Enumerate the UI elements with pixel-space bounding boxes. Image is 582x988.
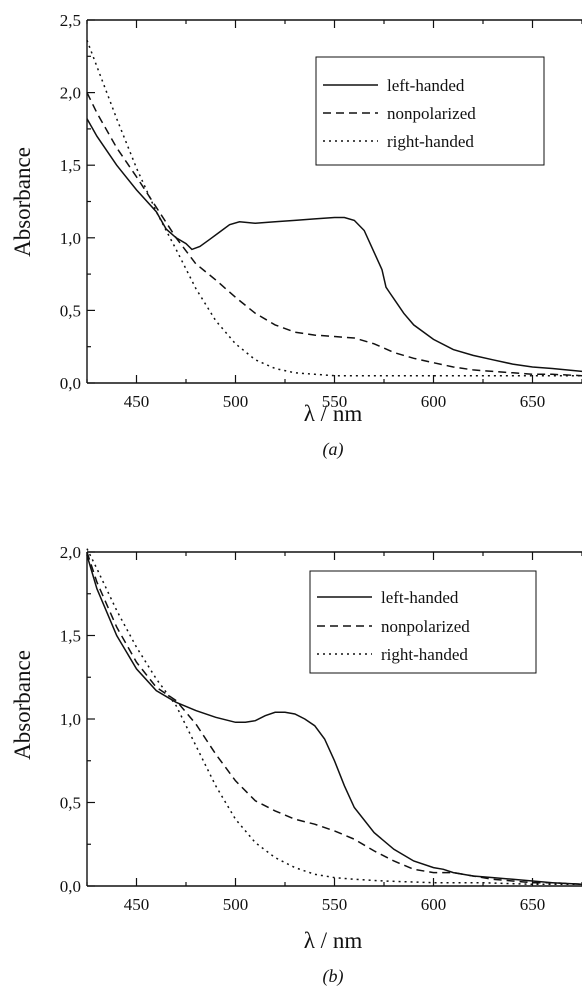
panel-b-legend-label-left-handed: left-handed: [381, 588, 459, 607]
panel-a-chart: 450 500 550 600 650 0,0 0,5 1,0 1,5 2,0 2,5 Absorb…: [10, 11, 582, 460]
panel-a-y-tick-label: 0,0: [60, 374, 81, 393]
panel-b-caption: (b): [323, 966, 344, 987]
panel-a-legend-box: [315, 56, 545, 166]
panel-b-y-tick-label: 1,5: [60, 627, 81, 646]
panel-b-legend: left-handed nonpolarized right-handed: [309, 570, 537, 674]
panel-a-y-tick-label: 2,5: [60, 11, 81, 30]
panel-b-legend-label-nonpolarized: nonpolarized: [381, 617, 470, 636]
panel-a-x-tick-label: 600: [421, 392, 447, 411]
panel-b-x-tick-label: 500: [223, 895, 249, 914]
panel-b-y-tick-label: 0,5: [60, 794, 81, 813]
panel-a-series-nonpolarized: [86, 92, 582, 377]
panel-b-y-tick-label: 1,0: [60, 710, 81, 729]
panel-b-x-tick-label: 550: [322, 895, 348, 914]
panel-b-ticks: 450 500 550 600 650 0,0 0,5 1,0 1,5 2,0: [60, 543, 582, 914]
panel-b-series-nonpolarized: [86, 551, 582, 886]
panel-b-x-tick-label: 450: [124, 895, 150, 914]
panel-b-series-group: [86, 548, 582, 886]
panel-a-y-tick-label: 2,0: [60, 84, 81, 103]
panel-b-legend-box: [309, 570, 537, 674]
panel-a-x-tick-label: 450: [124, 392, 150, 411]
panel-b-y-tick-label: 2,0: [60, 543, 81, 562]
panel-a-xlabel: λ / nm: [304, 401, 363, 426]
panel-b-chart: 450 500 550 600 650 0,0 0,5 1,0 1,5 2,0 Absorbanc…: [10, 543, 582, 987]
panel-a-series-group: [86, 40, 582, 377]
panel-a-y-tick-label: 0,5: [60, 301, 81, 320]
panel-a-x-tick-label: 650: [520, 392, 546, 411]
panel-a-legend-label-left-handed: left-handed: [387, 76, 465, 95]
panel-a-caption: (a): [323, 439, 344, 460]
panel-a-x-tick-label: 500: [223, 392, 249, 411]
panel-b-x-tick-label: 650: [520, 895, 546, 914]
panel-a-legend-label-nonpolarized: nonpolarized: [387, 104, 476, 123]
panel-b-xlabel: λ / nm: [304, 928, 363, 953]
panel-a-ylabel: Absorbance: [10, 147, 35, 257]
panel-b-y-tick-label: 0,0: [60, 877, 81, 896]
panel-b-ylabel: Absorbance: [10, 650, 35, 760]
panel-a-x-tick-label: 550: [322, 392, 348, 411]
panel-a-legend-label-right-handed: right-handed: [387, 132, 474, 151]
panel-a-legend: left-handed nonpolarized right-handed: [315, 56, 545, 166]
panel-a-series-right-handed: [86, 40, 582, 377]
panel-b-series-left-handed: [86, 555, 582, 886]
panel-a-ticks: 450 500 550 600 650 0,0 0,5 1,0 1,5 2,0 2,5: [60, 11, 582, 411]
panel-b-legend-label-right-handed: right-handed: [381, 645, 468, 664]
panel-a-y-tick-label: 1,0: [60, 229, 81, 248]
panel-b-x-tick-label: 600: [421, 895, 447, 914]
panel-a-y-tick-label: 1,5: [60, 156, 81, 175]
